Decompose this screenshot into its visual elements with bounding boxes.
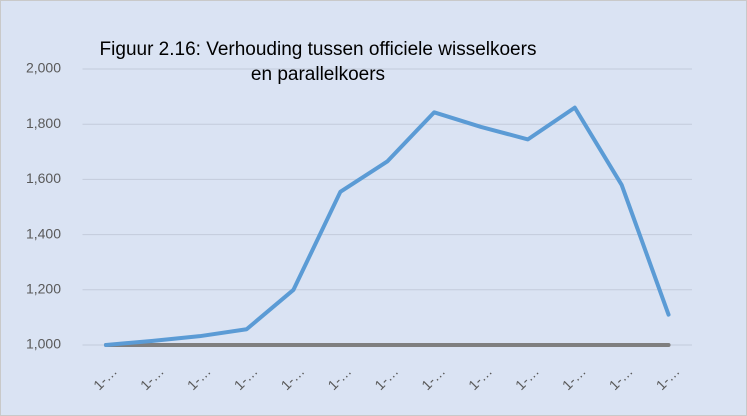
x-tick-label: 1-… [137,363,167,393]
x-tick-label: 1-… [418,363,448,393]
y-tick-label: 1,800 [26,115,61,131]
y-tick-label: 1,000 [26,336,61,352]
x-tick-label: 1-… [465,363,495,393]
x-tick-label: 1-… [90,363,120,393]
x-tick-label: 1-… [278,363,308,393]
x-tick-label: 1-… [606,363,636,393]
x-tick-label: 1-… [371,363,401,393]
x-tick-label: 1-… [231,363,261,393]
y-tick-label: 1,600 [26,170,61,186]
x-tick-label: 1-… [512,363,542,393]
y-tick-label: 1,200 [26,281,61,297]
x-tick-label: 1-… [184,363,214,393]
x-tick-label: 1-… [324,363,354,393]
x-tick-label: 1-… [559,363,589,393]
line-series [103,105,671,347]
y-tick-label: 2,000 [26,60,61,76]
y-tick-label: 1,400 [26,225,61,241]
chart-title: Figuur 2.16: Verhouding tussen officiele… [99,39,537,85]
x-tick-label: 1-… [653,363,683,393]
